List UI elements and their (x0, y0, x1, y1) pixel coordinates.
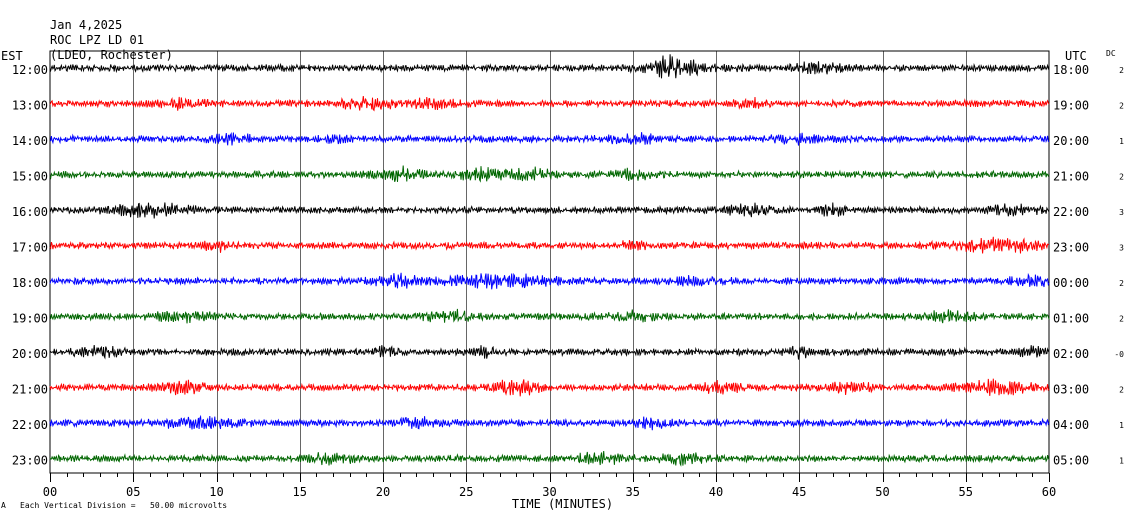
est-hour-label: 20:00 (12, 347, 48, 361)
x-tick-label: 55 (959, 485, 973, 499)
row-labels: 12:00 18:00 213:00 19:00 214:00 20:00 115:00 21… (12, 63, 1124, 468)
est-hour-label: 12:00 (12, 63, 48, 77)
dc-offset-value: 3 (1119, 244, 1124, 253)
date-label: Jan 4,2025 (50, 18, 123, 32)
trace-line (49, 54, 1050, 79)
est-hour-label: 21:00 (12, 383, 48, 397)
x-tick-label: 30 (542, 485, 556, 499)
x-tick-label: 50 (875, 485, 889, 499)
grid (49, 50, 1050, 474)
est-hour-label: 19:00 (12, 312, 48, 326)
utc-hour-label: 05:00 (1053, 454, 1089, 468)
dc-offset-value: 2 (1119, 173, 1124, 182)
dc-offset-value: 1 (1119, 421, 1124, 430)
dc-offset-value: 2 (1119, 315, 1124, 324)
utc-hour-label: 03:00 (1053, 383, 1089, 397)
x-tick-label: 10 (209, 485, 223, 499)
utc-hour-label: 22:00 (1053, 205, 1089, 219)
station-label: ROC LPZ LD 01 (50, 33, 144, 47)
trace-line (49, 378, 1050, 397)
utc-hour-label: 02:00 (1053, 347, 1089, 361)
dc-offset-value: 3 (1119, 208, 1124, 217)
utc-hour-label: 19:00 (1053, 99, 1089, 113)
est-hour-label: 17:00 (12, 241, 48, 255)
est-hour-label: 13:00 (12, 99, 48, 113)
x-axis: 00 05 10 15 20 25 30 35 40 45 50 55 60 TIME (MINUTES) (43, 473, 1056, 511)
dc-offset-value: 2 (1119, 279, 1124, 288)
est-hour-label: 15:00 (12, 170, 48, 184)
x-tick-label: 60 (1042, 485, 1056, 499)
utc-hour-label: 20:00 (1053, 134, 1089, 148)
scale-note: Each Vertical Division = 50.00 microvolt… (20, 501, 228, 510)
dc-label: DC (1106, 49, 1116, 58)
trace-line (49, 202, 1050, 219)
x-tick-label: 25 (459, 485, 473, 499)
est-hour-label: 16:00 (12, 205, 48, 219)
trace-line (49, 165, 1050, 183)
est-hour-label: 22:00 (12, 418, 48, 432)
x-axis-label: TIME (MINUTES) (512, 497, 613, 511)
x-tick-label: 00 (43, 485, 57, 499)
x-tick-label: 15 (293, 485, 307, 499)
trace-line (49, 96, 1050, 112)
utc-hour-label: 00:00 (1053, 276, 1089, 290)
trace-line (49, 132, 1050, 146)
dc-offset-value: 2 (1119, 102, 1124, 111)
plot-frame (49, 50, 1050, 474)
utc-hour-label: 18:00 (1053, 63, 1089, 77)
dc-offset-value: -0 (1114, 350, 1124, 359)
trace-line (49, 450, 1050, 467)
est-hour-label: 23:00 (12, 454, 48, 468)
dc-offset-value: 2 (1119, 66, 1124, 75)
utc-zone-label: UTC (1065, 49, 1087, 63)
utc-hour-label: 01:00 (1053, 312, 1089, 326)
trace-line (49, 308, 1050, 324)
trace-line (49, 414, 1050, 431)
x-tick-label: 20 (376, 485, 390, 499)
corner-mark: A (1, 501, 6, 510)
x-tick-label: 40 (709, 485, 723, 499)
utc-hour-label: 04:00 (1053, 418, 1089, 432)
dc-offset-value: 1 (1119, 457, 1124, 466)
dc-offset-value: 2 (1119, 386, 1124, 395)
utc-hour-label: 23:00 (1053, 241, 1089, 255)
traces (49, 54, 1050, 467)
x-tick-label: 45 (792, 485, 806, 499)
trace-line (49, 236, 1050, 254)
est-hour-label: 18:00 (12, 276, 48, 290)
utc-hour-label: 21:00 (1053, 170, 1089, 184)
dc-offset-value: 1 (1119, 137, 1124, 146)
trace-line (49, 345, 1050, 360)
x-tick-label: 35 (626, 485, 640, 499)
est-zone-label: EST (1, 49, 23, 63)
trace-line (49, 272, 1050, 290)
x-tick-label: 05 (126, 485, 140, 499)
est-hour-label: 14:00 (12, 134, 48, 148)
